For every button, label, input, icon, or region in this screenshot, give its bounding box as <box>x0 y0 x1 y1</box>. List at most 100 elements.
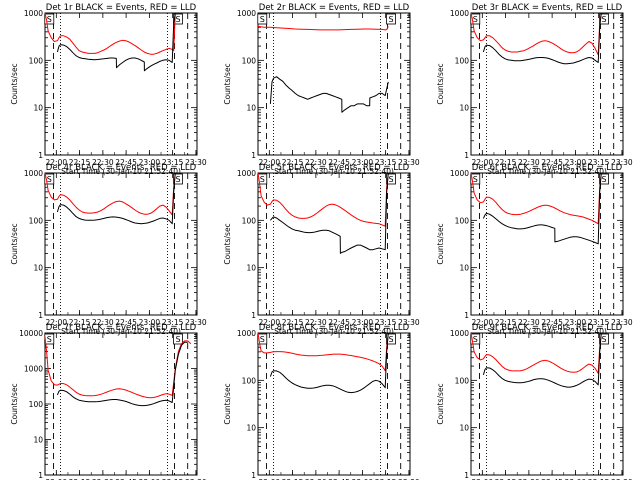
axes-frame <box>44 12 198 156</box>
x-tick-label: 23:00 <box>352 158 374 167</box>
x-tick-label: 22:15 <box>282 318 304 327</box>
marker-box <box>173 13 183 25</box>
marker-label: S <box>601 15 606 24</box>
marker-label: S <box>47 175 52 184</box>
marker-box <box>257 333 268 345</box>
y-tick-label: 1000 <box>24 169 43 178</box>
series-line-lld <box>470 12 602 56</box>
x-axis-label: Start Time (30-Jan-10 21:52:40) <box>61 167 181 176</box>
x-tick-label: 22:45 <box>115 478 137 480</box>
y-tick-label: 1000 <box>24 365 43 374</box>
y-axis-label: Counts/sec <box>223 63 232 104</box>
x-tick-label: 22:15 <box>282 158 304 167</box>
x-tick-label: 23:15 <box>162 158 184 167</box>
x-tick-label: 22:45 <box>328 478 350 480</box>
y-tick-label: 1000 <box>237 329 256 338</box>
panel-title: Det 9r BLACK = Events, RED = LLD <box>472 323 623 333</box>
x-tick-label: 23:00 <box>139 318 161 327</box>
x-tick-label: 22:45 <box>541 478 563 480</box>
marker-box <box>599 13 609 25</box>
x-axis-label: Start Time (30-Jan-10 21:52:40) <box>61 327 181 336</box>
panel-det-4r: Det 4r BLACK = Events, RED = LLD 1 10 100 10… <box>10 163 207 336</box>
marker-box <box>386 13 396 25</box>
axes-frame <box>257 172 411 316</box>
x-tick-label: 23:15 <box>162 478 184 480</box>
x-tick-label: 22:30 <box>305 318 327 327</box>
x-tick-label: 23:00 <box>565 318 587 327</box>
x-tick-label: 23:30 <box>398 318 420 327</box>
x-tick-label: 22:15 <box>495 158 517 167</box>
y-tick-label: 1 <box>38 311 43 320</box>
x-tick-label: 22:30 <box>92 158 114 167</box>
panel-title: Det 2r BLACK = Events, RED = LLD <box>259 3 410 13</box>
x-tick-label: 22:45 <box>541 318 563 327</box>
x-tick-label: 22:15 <box>282 478 304 480</box>
panel-title: Det 5r BLACK = Events, RED = LLD <box>259 163 410 173</box>
x-tick-label: 22:15 <box>495 318 517 327</box>
x-tick-label: 23:00 <box>139 478 161 480</box>
panel-det-8r: Det 8r BLACK = Events, RED = LLD 1 10 100 10… <box>223 323 420 480</box>
series-line-lld <box>44 12 176 55</box>
y-axis-label: Counts/sec <box>436 223 445 264</box>
marker-box <box>173 333 183 345</box>
axes-frame <box>257 332 411 476</box>
series-line-lld <box>470 332 602 374</box>
x-tick-label: 23:15 <box>588 478 610 480</box>
panel-title: Det 4r BLACK = Events, RED = LLD <box>46 163 197 173</box>
y-tick-label: 10 <box>459 264 469 273</box>
x-tick-label: 23:15 <box>162 318 184 327</box>
y-tick-label: 1000 <box>24 9 43 18</box>
x-tick-label: 22:00 <box>472 478 494 480</box>
x-tick-label: 23:30 <box>185 478 207 480</box>
y-tick-label: 10 <box>33 104 43 113</box>
y-axis-label: Counts/sec <box>10 223 19 264</box>
panel-title: Det 6r BLACK = Events, RED = LLD <box>472 163 623 173</box>
y-tick-label: 100 <box>455 376 470 385</box>
x-tick-label: 22:00 <box>472 158 494 167</box>
x-tick-label: 22:15 <box>69 318 91 327</box>
panel-det-2r: Det 2r BLACK = Events, RED = LLD 1 10 100 10… <box>223 3 420 176</box>
marker-label: S <box>47 15 52 24</box>
y-tick-label: 10 <box>459 424 469 433</box>
x-tick-label: 22:00 <box>46 478 68 480</box>
y-tick-label: 1000 <box>237 9 256 18</box>
marker-box <box>470 173 481 185</box>
series-line-lld <box>44 172 176 216</box>
y-tick-label: 10000 <box>19 329 43 338</box>
y-tick-label: 10 <box>33 436 43 445</box>
axes-frame <box>470 12 624 156</box>
series-line-events <box>270 172 389 254</box>
y-tick-label: 1 <box>251 151 256 160</box>
series-line-lld <box>257 172 389 227</box>
y-tick-label: 100 <box>242 216 257 225</box>
marker-box <box>599 173 609 185</box>
panel-det-3r: Det 3r BLACK = Events, RED = LLD 1 10 100 10… <box>436 3 633 176</box>
marker-label: S <box>175 175 180 184</box>
y-tick-label: 100 <box>29 216 44 225</box>
marker-box <box>257 173 268 185</box>
x-tick-label: 22:15 <box>69 478 91 480</box>
y-tick-label: 1000 <box>450 329 469 338</box>
x-tick-label: 23:30 <box>185 318 207 327</box>
x-tick-label: 23:30 <box>611 478 633 480</box>
series-line-lld <box>470 172 602 225</box>
x-tick-label: 22:45 <box>328 158 350 167</box>
y-tick-label: 1 <box>251 311 256 320</box>
y-tick-label: 10 <box>246 424 256 433</box>
marker-label: S <box>175 15 180 24</box>
x-tick-label: 22:00 <box>46 318 68 327</box>
marker-box <box>173 173 183 185</box>
panel-det-9r: Det 9r BLACK = Events, RED = LLD 1 10 100 10… <box>436 323 633 480</box>
axes-frame <box>470 172 624 316</box>
panel-det-5r: Det 5r BLACK = Events, RED = LLD 1 10 100 10… <box>223 163 420 336</box>
x-tick-label: 22:00 <box>259 478 281 480</box>
x-tick-label: 22:30 <box>518 158 540 167</box>
series-line-events <box>56 341 188 407</box>
y-tick-label: 10 <box>459 104 469 113</box>
x-tick-label: 22:30 <box>92 478 114 480</box>
y-tick-label: 1 <box>251 471 256 480</box>
marker-box <box>470 13 481 25</box>
y-tick-label: 1 <box>464 151 469 160</box>
x-tick-label: 23:00 <box>352 478 374 480</box>
y-tick-label: 100 <box>29 400 44 409</box>
